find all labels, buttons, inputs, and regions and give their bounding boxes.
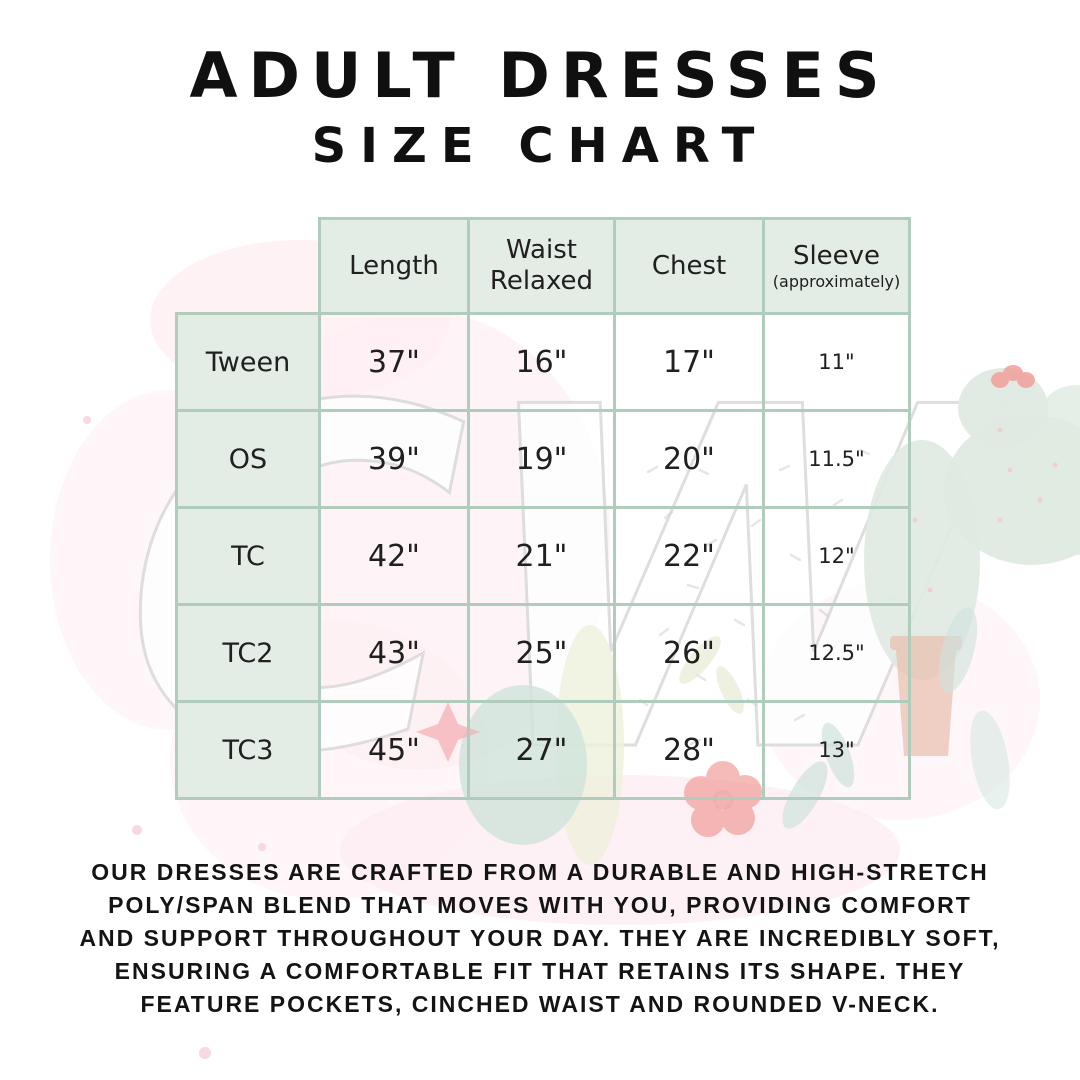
chest-cell: 28" — [613, 700, 765, 800]
page-title: ADULT DRESSES — [189, 39, 891, 112]
length-cell: 42" — [318, 506, 470, 606]
size-label-cell: TC2 — [175, 603, 321, 703]
cactus-flower-icon — [991, 365, 1035, 388]
size-chart-table: Length Waist Relaxed Chest Sleeve (appro… — [175, 217, 911, 800]
length-cell: 39" — [318, 409, 470, 509]
chest-cell: 20" — [613, 409, 765, 509]
col-header-sleeve: Sleeve (approximately) — [762, 217, 911, 315]
page-subtitle: SIZE CHART — [311, 118, 769, 174]
size-row-tc: TC 42" 21" 22" 12" — [175, 506, 911, 606]
corner-cell — [177, 219, 320, 314]
chest-cell: 26" — [613, 603, 765, 703]
length-cell: 45" — [318, 700, 470, 800]
sleeve-cell: 12" — [762, 506, 911, 606]
waist-cell: 19" — [467, 409, 616, 509]
size-label-cell: TC3 — [175, 700, 321, 800]
waist-cell: 25" — [467, 603, 616, 703]
col-header-label: Length — [349, 250, 439, 281]
col-header-sublabel: (approximately) — [772, 271, 901, 291]
sleeve-cell: 12.5" — [762, 603, 911, 703]
col-header-label: Sleeve — [792, 240, 881, 271]
description-line: AND SUPPORT THROUGHOUT YOUR DAY. THEY AR… — [79, 925, 1001, 951]
col-header-chest: Chest — [613, 217, 765, 315]
col-header-length: Length — [318, 217, 470, 315]
size-row-os: OS 39" 19" 20" 11.5" — [175, 409, 911, 509]
size-label-cell: OS — [175, 409, 321, 509]
product-description: OUR DRESSES ARE CRAFTED FROM A DURABLE A… — [0, 856, 1080, 1021]
size-row-tc2: TC2 43" 25" 26" 12.5" — [175, 603, 911, 703]
size-row-tc3: TC3 45" 27" 28" 13" — [175, 700, 911, 800]
waist-cell: 16" — [467, 312, 616, 412]
size-row-tween: Tween 37" 16" 17" 11" — [175, 312, 911, 412]
size-label-cell: TC — [175, 506, 321, 606]
header-row: Length Waist Relaxed Chest Sleeve (appro… — [177, 217, 911, 315]
sleeve-cell: 11.5" — [762, 409, 911, 509]
description-line: POLY/SPAN BLEND THAT MOVES WITH YOU, PRO… — [108, 892, 972, 918]
col-header-waist-relaxed: Waist Relaxed — [467, 217, 616, 315]
col-header-label: Chest — [651, 250, 727, 281]
length-cell: 43" — [318, 603, 470, 703]
description-line: ENSURING A COMFORTABLE FIT THAT RETAINS … — [114, 958, 966, 984]
description-line: FEATURE POCKETS, CINCHED WAIST AND ROUND… — [140, 991, 940, 1017]
waist-cell: 21" — [467, 506, 616, 606]
size-label-cell: Tween — [175, 312, 321, 412]
chest-cell: 22" — [613, 506, 765, 606]
description-line: OUR DRESSES ARE CRAFTED FROM A DURABLE A… — [91, 859, 989, 885]
chest-cell: 17" — [613, 312, 765, 412]
sleeve-cell: 11" — [762, 312, 911, 412]
length-cell: 37" — [318, 312, 470, 412]
waist-cell: 27" — [467, 700, 616, 800]
title-block: ADULT DRESSES SIZE CHART — [0, 36, 1080, 176]
sleeve-cell: 13" — [762, 700, 911, 800]
col-header-label: Waist Relaxed — [489, 235, 594, 296]
